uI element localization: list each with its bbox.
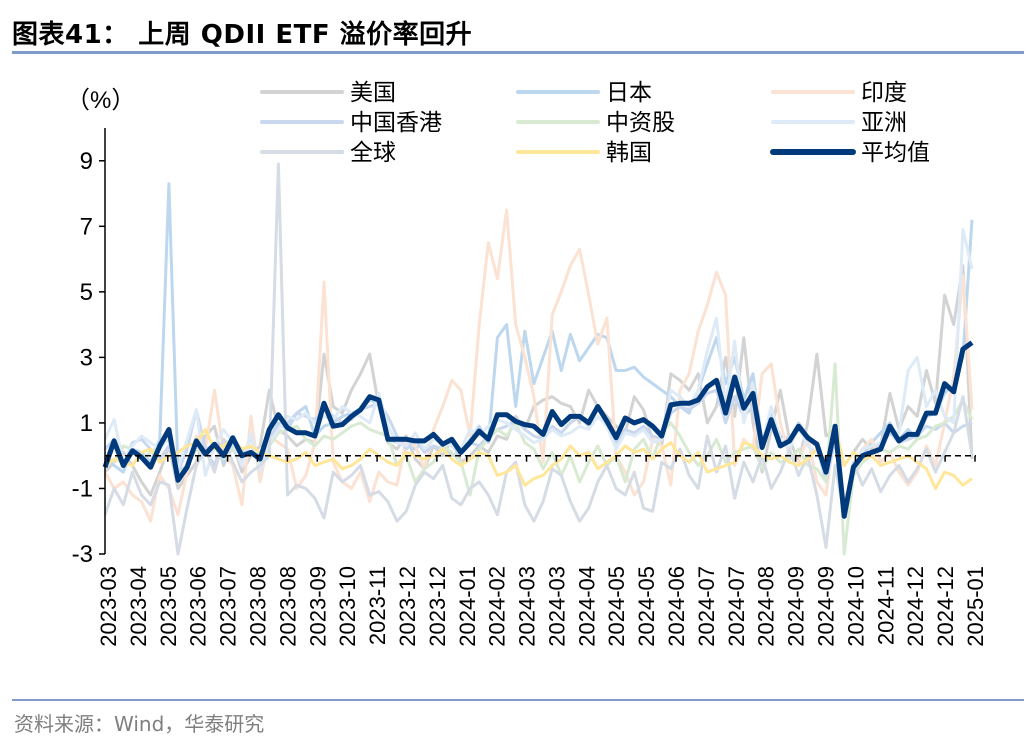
series-line-0 <box>103 264 974 497</box>
x-tick-label: 2024-12 <box>933 566 958 647</box>
x-tick-label: 2024-08 <box>754 566 779 647</box>
legend-label: 全球 <box>350 140 396 166</box>
x-tick-label: 2024-06 <box>664 566 689 647</box>
legend-label: 亚洲 <box>861 110 907 136</box>
legend-item-1: 日本 <box>516 80 652 106</box>
legend-item-3: 中国香港 <box>260 110 442 136</box>
y-axis-label: （%） <box>66 87 135 114</box>
x-tick-label: 2024-05 <box>634 566 659 647</box>
legend-item-0: 美国 <box>260 80 396 106</box>
x-tick-label: 2024-01 <box>455 566 480 647</box>
x-tick-label: 2024-10 <box>843 566 868 647</box>
x-tick-label: 2023-05 <box>156 566 181 647</box>
x-tick-label: 2024-07 <box>694 566 719 647</box>
x-tick-label: 2024-09 <box>814 566 839 647</box>
y-tick-label: 1 <box>80 410 93 437</box>
x-tick-label: 2023-06 <box>186 566 211 647</box>
y-tick-label: 7 <box>80 213 93 240</box>
x-tick-label: 2023-04 <box>126 566 151 647</box>
legend-item-6: 全球 <box>260 140 396 166</box>
y-tick-label: 5 <box>80 279 93 306</box>
x-tick-label: 2024-09 <box>784 566 809 647</box>
x-tick-label: 2023-07 <box>216 566 241 647</box>
x-tick-label: 2024-07 <box>724 566 749 647</box>
legend-item-7: 韩国 <box>516 140 652 166</box>
y-tick-label: -1 <box>72 475 93 502</box>
legend-item-5: 亚洲 <box>771 110 907 136</box>
series-line-6 <box>103 162 974 556</box>
x-tick-label: 2023-12 <box>425 566 450 647</box>
legend-label: 中资股 <box>606 110 675 136</box>
x-tick-label: 2025-01 <box>963 566 988 647</box>
y-tick-label: -3 <box>72 541 93 568</box>
x-tick-label: 2023-11 <box>365 566 390 645</box>
y-tick-label: 3 <box>80 344 93 371</box>
legend-label: 中国香港 <box>350 110 442 136</box>
series-line-8 <box>102 340 974 519</box>
x-tick-label: 2024-03 <box>544 566 569 647</box>
y-tick-label: 9 <box>80 148 93 175</box>
x-tick-label: 2024-04 <box>574 566 599 647</box>
legend-label: 平均值 <box>861 140 930 166</box>
legend-label: 韩国 <box>606 140 652 166</box>
footer-divider <box>12 699 1024 701</box>
x-tick-label: 2024-11 <box>873 566 898 645</box>
x-tick-label: 2024-03 <box>515 566 540 647</box>
title-divider <box>12 51 1024 54</box>
chart-title: 图表41： 上周 QDII ETF 溢价率回升 <box>12 20 473 50</box>
x-tick-label: 2024-05 <box>604 566 629 647</box>
legend-item-2: 印度 <box>771 80 907 106</box>
x-tick-label: 2023-08 <box>275 566 300 647</box>
legend-item-8: 平均值 <box>770 140 930 166</box>
x-tick-label: 2023-08 <box>245 566 270 647</box>
x-tick-label: 2024-02 <box>485 566 510 647</box>
legend-item-4: 中资股 <box>516 110 675 136</box>
legend-label: 美国 <box>350 80 396 106</box>
series-layer <box>102 162 974 556</box>
x-tick-label: 2023-10 <box>335 566 360 647</box>
x-tick-label: 2023-09 <box>305 566 330 647</box>
x-tick-label: 2024-12 <box>903 566 928 647</box>
source-note: 资料来源：Wind，华泰研究 <box>14 712 265 736</box>
x-tick-label: 2023-03 <box>96 566 121 647</box>
legend-label: 印度 <box>861 80 907 106</box>
x-tick-label: 2023-12 <box>395 566 420 647</box>
legend-label: 日本 <box>606 80 652 106</box>
